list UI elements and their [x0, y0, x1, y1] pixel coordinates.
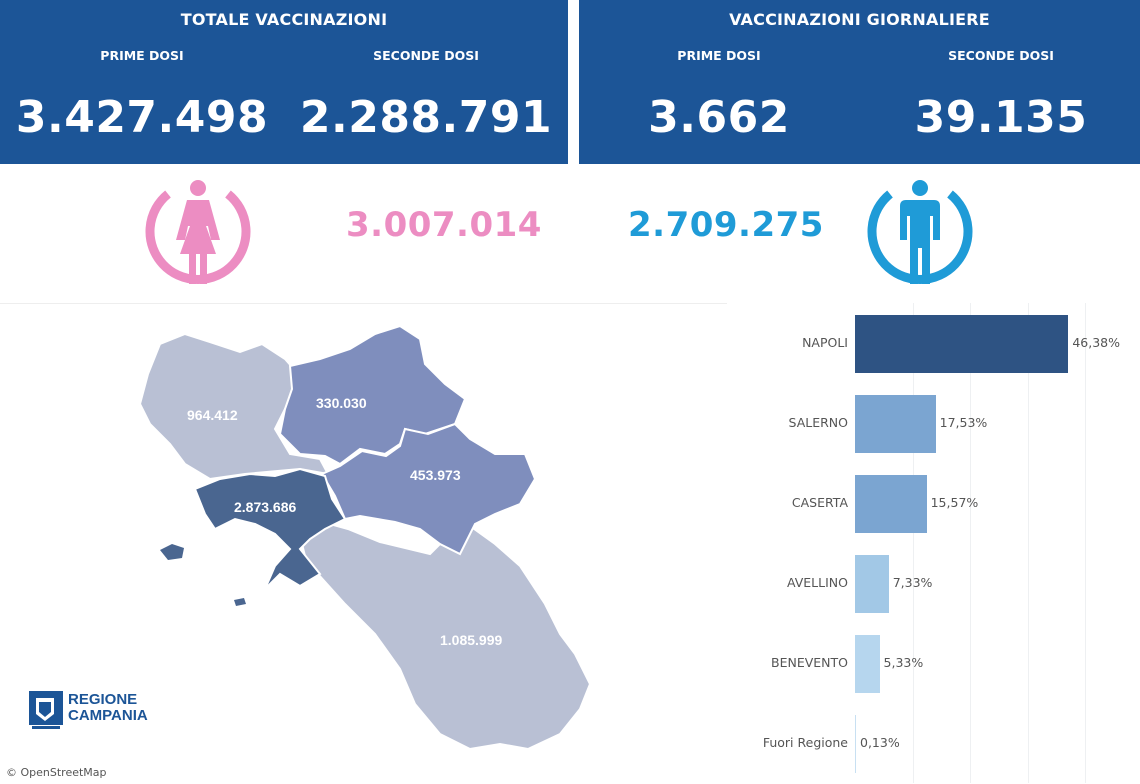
chart-gridline [912, 303, 914, 783]
logo-line2: CAMPANIA [68, 707, 148, 724]
female-count: 3.007.014 [346, 205, 542, 245]
bar-fuori-regione[interactable] [855, 715, 856, 773]
totale-seconde-label: SECONDE DOSI [373, 48, 479, 63]
male-icon [867, 180, 973, 284]
bar-value-label: 15,57% [930, 495, 979, 510]
chart-gridline [1085, 303, 1086, 783]
giornaliere-seconde-label: SECONDE DOSI [948, 48, 1054, 63]
bar-category-label: CASERTA [791, 495, 848, 510]
bar-category-label: SALERNO [788, 415, 848, 430]
female-icon [145, 180, 251, 284]
province-bar-chart: NAPOLI 46,38% SALERNO 17,53% CASERTA 15,57% AV… [727, 303, 1140, 783]
totale-prime-label: PRIME DOSI [100, 48, 184, 63]
region-napoli [193, 467, 347, 590]
island-capri [234, 598, 246, 606]
campania-map: 964.412 330.030 453.973 2.873.686 1.085.… [0, 303, 727, 784]
bar-salerno[interactable] [855, 395, 936, 453]
bar-category-label: NAPOLI [802, 335, 848, 350]
totale-vaccinazioni-panel: TOTALE VACCINAZIONI PRIME DOSI SECONDE D… [0, 0, 568, 164]
region-avellino [320, 422, 537, 556]
label-salerno: 1.085.999 [440, 632, 503, 648]
bar-value-label: 17,53% [939, 415, 988, 430]
label-avellino: 453.973 [410, 467, 461, 483]
giornaliere-seconde-value: 39.135 [914, 92, 1088, 143]
map-shapes [138, 324, 592, 751]
bar-value-label: 5,33% [883, 655, 924, 670]
bar-category-label: AVELLINO [786, 575, 848, 590]
giornaliere-title: VACCINAZIONI GIORNALIERE [729, 10, 990, 29]
label-caserta: 964.412 [187, 407, 238, 423]
giornaliere-prime-label: PRIME DOSI [677, 48, 761, 63]
totale-prime-value: 3.427.498 [15, 92, 269, 143]
bar-category-label: Fuori Regione [762, 735, 848, 750]
vaccinazioni-giornaliere-panel: VACCINAZIONI GIORNALIERE PRIME DOSI SECO… [579, 0, 1140, 164]
bar-value-label: 7,33% [892, 575, 933, 590]
island-ischia [160, 544, 184, 560]
totale-title: TOTALE VACCINAZIONI [180, 10, 388, 29]
region-salerno [298, 522, 592, 751]
campania-shield-icon [29, 691, 63, 729]
chart-gridline [970, 303, 971, 783]
region-caserta [138, 332, 330, 481]
male-count: 2.709.275 [628, 205, 824, 245]
chart-gridline [1027, 303, 1029, 783]
bar-napoli[interactable] [855, 315, 1069, 373]
label-benevento: 330.030 [316, 395, 367, 411]
bar-caserta[interactable] [855, 475, 927, 533]
bar-value-label: 46,38% [1072, 335, 1121, 350]
bar-value-label: 0,13% [860, 735, 900, 750]
logo-line1: REGIONE [68, 691, 138, 708]
bar-avellino[interactable] [855, 555, 889, 613]
bar-category-label: BENEVENTO [771, 655, 848, 670]
label-napoli: 2.873.686 [234, 499, 297, 515]
map-attribution[interactable]: © OpenStreetMap [6, 766, 107, 779]
bar-benevento[interactable] [855, 635, 880, 693]
totale-seconde-value: 2.288.791 [299, 92, 553, 143]
giornaliere-prime-value: 3.662 [648, 92, 790, 143]
